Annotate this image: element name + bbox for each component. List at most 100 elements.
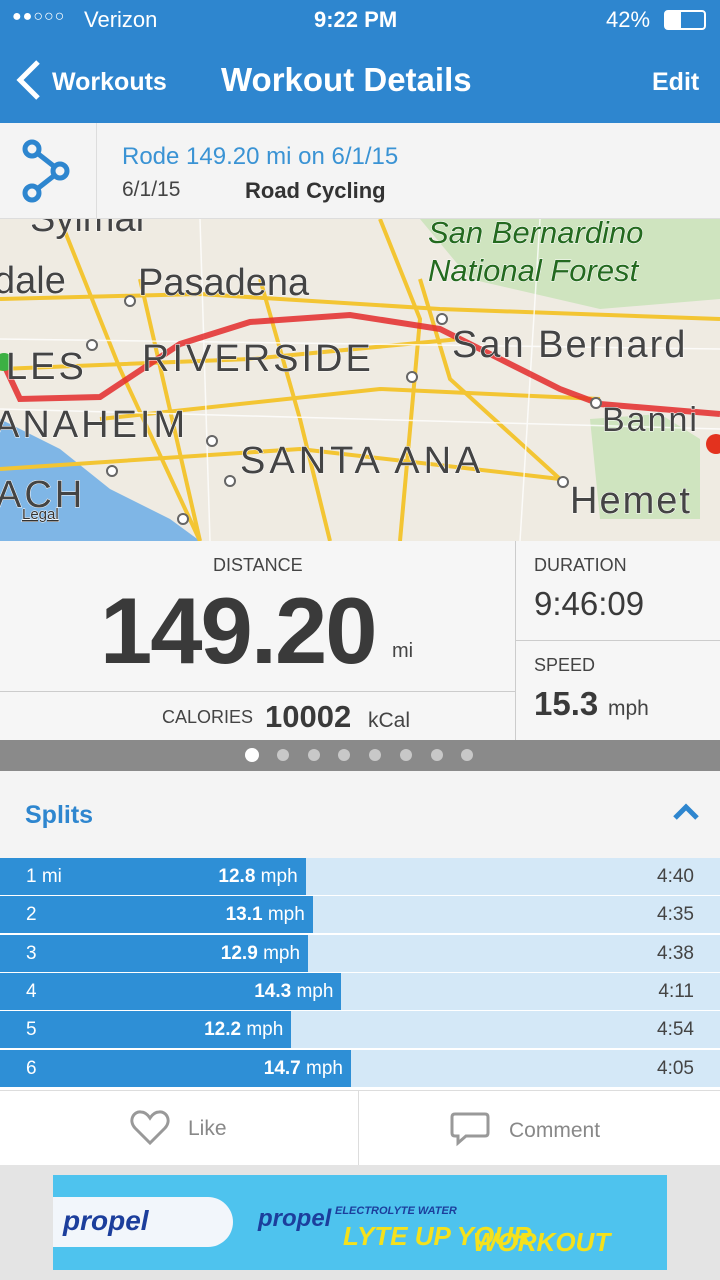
- ad-slogan: LYTE UP YOUR: [343, 1221, 532, 1251]
- split-row: 5 12.2 mph 4:54: [0, 1011, 720, 1049]
- duration-label: DURATION: [534, 555, 627, 575]
- ad-area: propel propel ELECTROLYTE WATER LYTE UP …: [0, 1165, 720, 1280]
- map-label: Hemet: [570, 480, 692, 522]
- distance-unit: mi: [392, 640, 414, 662]
- edit-button[interactable]: Edit: [652, 68, 700, 96]
- splits-header[interactable]: Splits: [0, 771, 720, 858]
- split-unit: mph: [267, 904, 305, 926]
- route-icon: [22, 139, 70, 203]
- split-bar: [0, 858, 306, 895]
- split-time: 4:54: [657, 1019, 694, 1041]
- comment-icon[interactable]: [450, 1111, 490, 1147]
- split-unit: mph: [263, 942, 301, 964]
- like-button[interactable]: Like: [188, 1117, 227, 1140]
- splits-list: 1 mi 12.8 mph 4:40 2 13.1 mph 4:35 3 12.9 mph 4:…: [0, 858, 720, 1090]
- page-dots: [245, 748, 473, 762]
- divider: [96, 123, 97, 219]
- workout-date: 6/1/15: [122, 178, 181, 201]
- split-speed: 12.9 mph: [221, 943, 300, 965]
- ad-slogan: WORKOUT: [473, 1227, 611, 1257]
- calories-unit: kCal: [368, 709, 411, 732]
- split-time: 4:40: [657, 866, 694, 887]
- split-speed: 14.7 mph: [264, 1058, 343, 1080]
- signal: ●●○○○: [12, 8, 66, 25]
- duration-value: 9:46:09: [534, 585, 645, 622]
- split-speed-value: 14.3: [254, 980, 292, 1002]
- map-label: National Forest: [428, 253, 640, 288]
- split-row: 1 mi 12.8 mph 4:40: [0, 858, 720, 895]
- calories-value: 10002: [265, 699, 352, 734]
- split-speed-value: 14.7: [263, 1057, 301, 1079]
- split-bar: [0, 1049, 351, 1087]
- split-row: 2 13.1 mph 4:35: [0, 896, 720, 934]
- split-label: 5: [26, 1019, 37, 1041]
- map-label: Sylmar: [30, 219, 149, 240]
- map-label: ANAHEIM: [0, 404, 188, 446]
- ad-brand2: propel: [258, 1205, 332, 1232]
- ad-brand: propel: [63, 1205, 149, 1236]
- map-label: RIVERSIDE: [142, 338, 374, 380]
- map-label: SANTA ANA: [240, 440, 484, 482]
- like-icon[interactable]: [130, 1109, 170, 1147]
- split-bar: [0, 896, 313, 934]
- workout-title[interactable]: Rode 149.20 mi on 6/1/15: [122, 143, 399, 170]
- map-label: Banni: [602, 401, 699, 439]
- battery-text: 42%: [606, 7, 651, 32]
- split-label: 2: [26, 904, 37, 926]
- calories-label: CALORIES: [162, 707, 254, 727]
- split-row: 6 14.7 mph 4:05: [0, 1049, 720, 1087]
- nav-title: Workout Details: [221, 61, 472, 98]
- split-unit: mph: [306, 1057, 343, 1079]
- split-label: 3: [26, 942, 37, 964]
- activity: Road Cycling: [245, 178, 386, 203]
- page-indicator[interactable]: [0, 740, 720, 771]
- back-button[interactable]: Workouts: [52, 68, 167, 96]
- nav-bar: Workouts Workout Details Edit: [0, 40, 720, 123]
- collapse-chevron[interactable]: [672, 803, 700, 821]
- legal-link[interactable]: Legal: [22, 506, 60, 524]
- status-bar: ●●○○○ Verizon 9:22 PM 42%: [0, 0, 720, 40]
- split-speed-value: 12.9: [220, 942, 258, 964]
- split-speed: 13.1 mph: [226, 904, 305, 926]
- map[interactable]: Sylmar dale Pasadena San Bernardino Nati…: [0, 219, 720, 541]
- split-label: 4: [26, 980, 37, 1002]
- split-unit: mph: [296, 980, 334, 1002]
- back-chevron[interactable]: [14, 58, 42, 102]
- distance-value: 149.20: [100, 578, 378, 683]
- split-bar: [0, 1011, 292, 1049]
- distance-label: DISTANCE: [213, 555, 303, 575]
- map-label: San Bernardino: [428, 219, 643, 250]
- map-label: Pasadena: [138, 262, 310, 304]
- split-row: 3 12.9 mph 4:38: [0, 934, 720, 972]
- split-time: 4:05: [657, 1057, 694, 1079]
- split-speed-value: 13.1: [225, 904, 263, 926]
- ad-banner[interactable]: propel propel ELECTROLYTE WATER LYTE UP …: [53, 1175, 667, 1270]
- split-time: 4:38: [657, 942, 694, 964]
- map-label: ACH: [0, 474, 85, 516]
- split-speed-value: 12.8: [218, 866, 256, 887]
- map-labels: Sylmar dale Pasadena San Bernardino Nati…: [0, 219, 699, 524]
- speed-value: 15.3: [534, 685, 599, 722]
- action-bar: Like Comment: [0, 1090, 720, 1166]
- speed-label: SPEED: [534, 655, 596, 675]
- speed-unit: mph: [608, 697, 649, 720]
- splits-title: Splits: [25, 801, 94, 829]
- carrier: Verizon: [84, 7, 158, 32]
- split-speed: 12.2 mph: [204, 1019, 283, 1041]
- map-label: San Bernard: [452, 324, 687, 366]
- comment-button[interactable]: Comment: [509, 1119, 601, 1142]
- split-time: 4:35: [657, 904, 694, 926]
- split-speed-value: 12.2: [204, 1019, 242, 1041]
- split-label: 6: [26, 1057, 37, 1079]
- ad-tagline: ELECTROLYTE WATER: [335, 1205, 457, 1217]
- split-time: 4:11: [658, 980, 694, 1002]
- workout-header: Rode 149.20 mi on 6/1/15 6/1/15 Road Cyc…: [0, 123, 720, 219]
- stats-panel: DISTANCE 149.20 mi CALORIES 10002 kCal D…: [0, 541, 720, 740]
- split-unit: mph: [246, 1019, 284, 1041]
- split-unit: mph: [260, 866, 298, 887]
- map-label: dale: [0, 260, 66, 302]
- battery-icon: [664, 10, 706, 30]
- split-bar: [0, 972, 342, 1010]
- map-label: LES: [6, 346, 87, 388]
